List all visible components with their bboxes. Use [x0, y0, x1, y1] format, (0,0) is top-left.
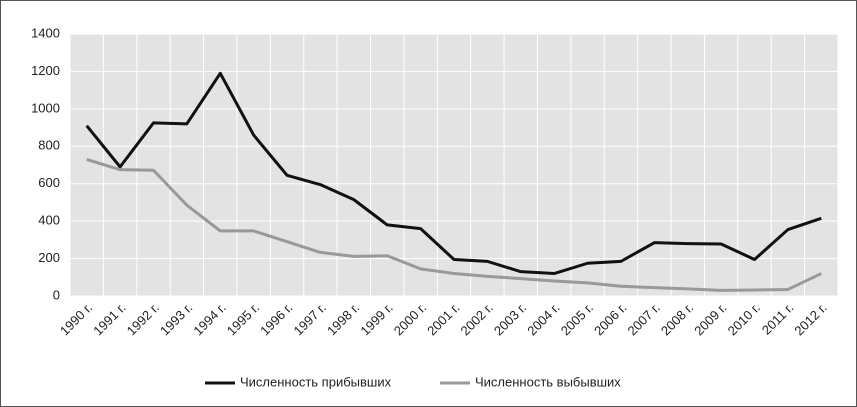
series-line [85, 71, 822, 276]
y-tick-label: 200 [38, 250, 60, 265]
legend-label: Численность прибывших [240, 374, 392, 389]
y-tick-label: 1400 [31, 25, 60, 40]
y-tick-label: 400 [38, 213, 60, 228]
y-tick-label: 600 [38, 175, 60, 190]
y-tick-label: 800 [38, 138, 60, 153]
plot-area [70, 34, 838, 296]
y-tick-label: 1200 [31, 63, 60, 78]
legend-label: Численность выбывших [475, 374, 621, 389]
series-line [86, 157, 822, 292]
y-tick-label: 1000 [31, 100, 60, 115]
y-tick-label: 0 [53, 287, 60, 302]
